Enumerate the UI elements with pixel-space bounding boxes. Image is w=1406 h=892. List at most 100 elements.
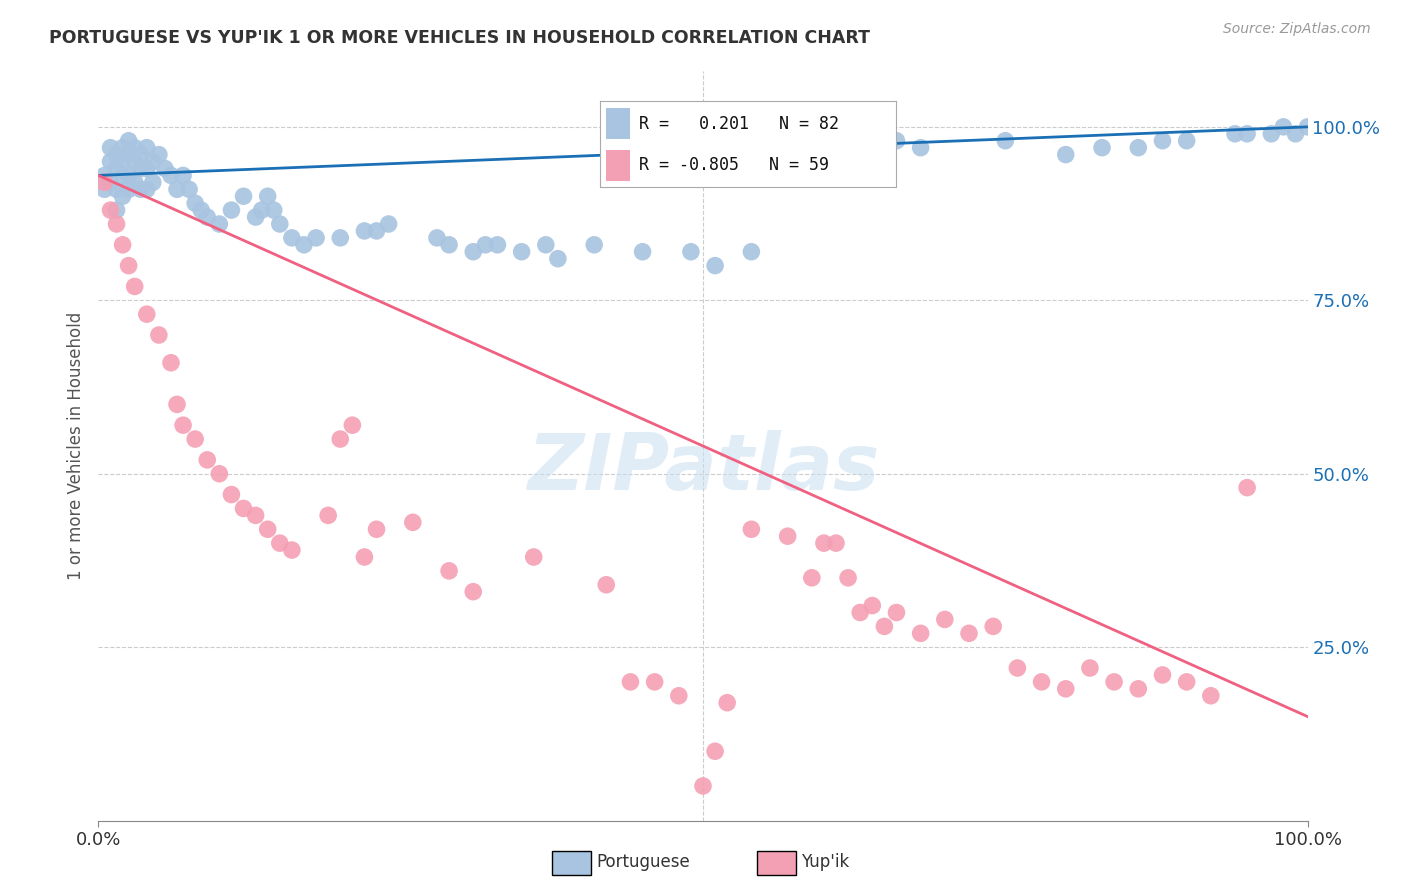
Point: [105, 203, 128, 218]
Point: [849, 606, 872, 620]
Point: [1128, 681, 1150, 696]
Point: [1152, 668, 1174, 682]
Point: [245, 508, 267, 523]
Point: [631, 244, 654, 259]
Point: [316, 508, 339, 523]
Point: [1223, 127, 1246, 141]
Point: [142, 154, 165, 169]
Text: Yup'ik: Yup'ik: [801, 853, 849, 871]
Point: [118, 259, 141, 273]
Point: [160, 169, 183, 183]
Point: [716, 696, 738, 710]
Point: [837, 571, 859, 585]
Point: [100, 175, 122, 189]
Point: [166, 397, 188, 411]
Point: [118, 182, 141, 196]
Point: [208, 467, 231, 481]
Point: [910, 141, 932, 155]
Point: [1054, 681, 1077, 696]
Point: [740, 244, 762, 259]
Point: [93, 182, 115, 196]
Point: [184, 196, 207, 211]
Point: [105, 182, 128, 196]
Point: [172, 169, 194, 183]
Point: [1054, 147, 1077, 161]
Point: [305, 231, 328, 245]
Point: [1236, 127, 1258, 141]
Point: [523, 549, 546, 564]
Point: [353, 224, 375, 238]
Point: [135, 182, 157, 196]
Point: [153, 161, 176, 176]
Point: [105, 161, 128, 176]
Point: [100, 203, 122, 218]
Point: [704, 744, 727, 758]
Point: [221, 203, 243, 218]
Point: [172, 418, 194, 433]
Point: [105, 147, 128, 161]
Point: [256, 522, 278, 536]
FancyBboxPatch shape: [758, 851, 796, 874]
Point: [118, 147, 141, 161]
Point: [129, 147, 152, 161]
Point: [111, 237, 134, 252]
Point: [813, 536, 835, 550]
Point: [595, 578, 617, 592]
Point: [1175, 674, 1198, 689]
Point: [281, 543, 304, 558]
Point: [426, 231, 449, 245]
Point: [860, 599, 883, 613]
Point: [148, 147, 170, 161]
Point: [366, 224, 388, 238]
Point: [437, 564, 460, 578]
Point: [692, 779, 714, 793]
Point: [1272, 120, 1295, 134]
Point: [800, 571, 823, 585]
Point: [740, 522, 762, 536]
Point: [269, 536, 291, 550]
Point: [1284, 127, 1306, 141]
Point: [329, 231, 352, 245]
Point: [619, 674, 641, 689]
Point: [329, 432, 352, 446]
Point: [135, 161, 157, 176]
Point: [994, 134, 1017, 148]
Point: [873, 141, 896, 155]
Point: [849, 134, 872, 148]
Point: [1078, 661, 1101, 675]
Point: [160, 356, 183, 370]
Point: [644, 674, 666, 689]
Point: [704, 259, 727, 273]
Point: [463, 244, 485, 259]
Text: ZIPatlas: ZIPatlas: [527, 431, 879, 507]
Point: [1175, 134, 1198, 148]
Point: [679, 244, 702, 259]
Point: [124, 141, 146, 155]
Y-axis label: 1 or more Vehicles in Household: 1 or more Vehicles in Household: [66, 312, 84, 580]
Point: [1091, 141, 1114, 155]
FancyBboxPatch shape: [551, 851, 591, 874]
Point: [463, 584, 485, 599]
Point: [292, 237, 315, 252]
Point: [195, 210, 218, 224]
Point: [1260, 127, 1282, 141]
Point: [93, 169, 115, 183]
Point: [342, 418, 364, 433]
Point: [245, 210, 267, 224]
Point: [366, 522, 388, 536]
Point: [486, 237, 509, 252]
Point: [583, 237, 606, 252]
Point: [1296, 120, 1319, 134]
Point: [100, 141, 122, 155]
Point: [402, 516, 425, 530]
Point: [256, 189, 278, 203]
Point: [135, 141, 157, 155]
Point: [1102, 674, 1125, 689]
Point: [668, 689, 690, 703]
Point: [93, 175, 115, 189]
Point: [474, 237, 496, 252]
Point: [934, 612, 956, 626]
Point: [873, 619, 896, 633]
Point: [776, 529, 799, 543]
Point: [269, 217, 291, 231]
